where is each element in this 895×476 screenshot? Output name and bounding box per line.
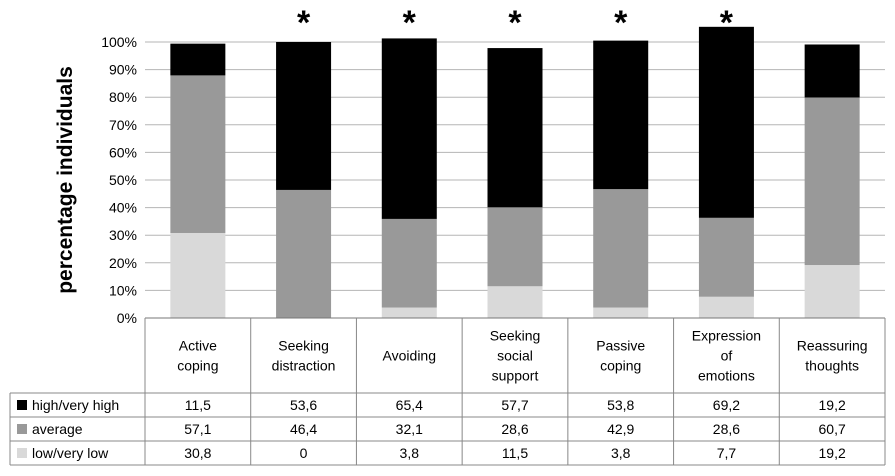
- y-axis-title: percentage individuals: [54, 66, 77, 294]
- x-tick-label: distraction: [272, 358, 336, 374]
- bar-segment-average: [170, 75, 226, 233]
- table-value: 3,8: [400, 445, 420, 461]
- x-tick-label: Reassuring: [797, 338, 868, 354]
- y-tick-label: 70%: [109, 117, 137, 133]
- bar-segment-high-very-high: [804, 44, 860, 98]
- x-tick-label: Seeking: [278, 338, 329, 354]
- table-value: 3,8: [611, 445, 631, 461]
- significance-marker: *: [614, 4, 628, 42]
- significance-marker: *: [508, 4, 522, 42]
- bar-segment-average: [804, 97, 860, 266]
- y-tick-label: 40%: [109, 200, 137, 216]
- y-tick-label: 100%: [101, 34, 137, 50]
- x-tick-label: thoughts: [805, 358, 859, 374]
- table-value: 7,7: [717, 445, 737, 461]
- y-tick-label: 10%: [109, 282, 137, 298]
- y-tick-label: 20%: [109, 255, 137, 271]
- bar-segment-high-very-high: [381, 38, 437, 219]
- bar-segment-low-very-low: [170, 232, 226, 318]
- legend-label: average: [32, 421, 83, 437]
- x-tick-label: support: [492, 368, 539, 384]
- table-value: 30,8: [184, 445, 211, 461]
- table-value: 32,1: [396, 421, 423, 437]
- significance-marker: *: [403, 4, 417, 42]
- x-tick-label: Active: [179, 338, 217, 354]
- bar-segment-average: [276, 189, 332, 318]
- bar-segment-average: [698, 217, 754, 297]
- bar-segment-low-very-low: [381, 307, 437, 318]
- significance-marker: *: [720, 4, 734, 42]
- bar-segment-low-very-low: [804, 265, 860, 318]
- bar-segment-high-very-high: [698, 26, 754, 218]
- table-value: 42,9: [607, 421, 634, 437]
- legend-label: high/very high: [32, 397, 119, 413]
- legend-label: low/very low: [32, 445, 109, 461]
- bar-segment-average: [593, 189, 649, 308]
- x-tick-label: coping: [177, 358, 218, 374]
- table-value: 60,7: [819, 421, 846, 437]
- table-value: 0: [300, 445, 308, 461]
- table-value: 19,2: [819, 397, 846, 413]
- x-tick-label: coping: [600, 358, 641, 374]
- table-value: 57,7: [501, 397, 528, 413]
- y-tick-label: 0%: [117, 310, 137, 326]
- x-tick-label: social: [497, 348, 533, 364]
- legend-swatch: [17, 448, 27, 458]
- y-tick-label: 50%: [109, 172, 137, 188]
- table-value: 46,4: [290, 421, 317, 437]
- table-value: 53,6: [290, 397, 317, 413]
- y-tick-label: 80%: [109, 89, 137, 105]
- legend-swatch: [17, 400, 27, 410]
- table-value: 53,8: [607, 397, 634, 413]
- y-tick-label: 90%: [109, 62, 137, 78]
- table-value: 19,2: [819, 445, 846, 461]
- y-tick-label: 30%: [109, 227, 137, 243]
- x-tick-label: Seeking: [490, 328, 541, 344]
- bar-segment-high-very-high: [487, 48, 543, 208]
- bar-segment-low-very-low: [487, 286, 543, 318]
- bar-segment-low-very-low: [593, 307, 649, 318]
- bar-segment-high-very-high: [276, 42, 332, 190]
- table-value: 28,6: [713, 421, 740, 437]
- table-value: 57,1: [184, 421, 211, 437]
- bar-segment-high-very-high: [170, 43, 226, 76]
- significance-marker: *: [297, 4, 311, 42]
- table-value: 69,2: [713, 397, 740, 413]
- bar-segment-average: [487, 207, 543, 287]
- x-tick-label: Passive: [596, 338, 645, 354]
- table-value: 11,5: [185, 397, 211, 413]
- x-tick-label: Avoiding: [383, 348, 436, 364]
- bar-segment-average: [381, 218, 437, 308]
- legend-swatch: [17, 424, 27, 434]
- x-tick-label: Expression: [692, 328, 761, 344]
- x-tick-label: emotions: [698, 368, 755, 384]
- bar-segment-high-very-high: [593, 40, 649, 190]
- table-value: 11,5: [502, 445, 528, 461]
- y-tick-label: 60%: [109, 144, 137, 160]
- x-tick-label: of: [721, 348, 733, 364]
- table-value: 28,6: [501, 421, 528, 437]
- table-value: 65,4: [396, 397, 423, 413]
- bar-segment-low-very-low: [698, 296, 754, 318]
